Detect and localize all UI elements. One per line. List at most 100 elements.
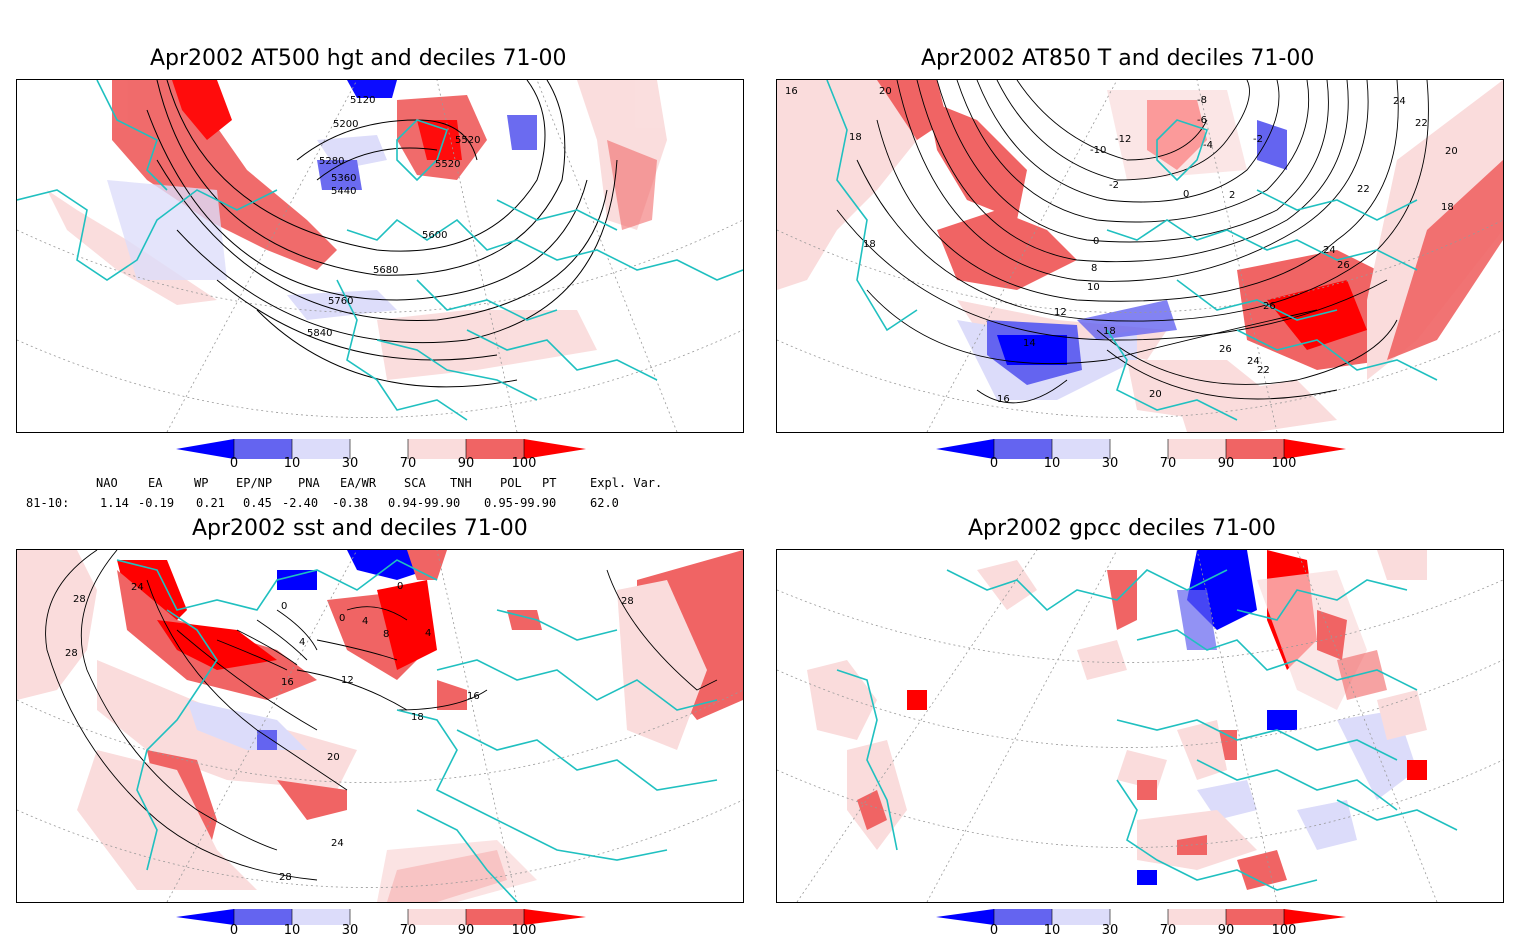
contour-label: 5360	[331, 173, 356, 184]
contour-label: 26	[1337, 260, 1350, 271]
contour-label: 8	[383, 629, 389, 640]
colorbar-tick: 0	[989, 456, 999, 471]
index-header: EA	[148, 476, 163, 490]
contour-label: 5200	[333, 119, 358, 130]
contour-label: 0	[397, 581, 403, 592]
colorbar-segment	[1110, 439, 1168, 459]
contour-label: 5520	[455, 135, 480, 146]
contour-label: 4	[299, 637, 305, 648]
index-row-label: 81-10:	[26, 496, 70, 510]
decile-shading	[47, 80, 667, 380]
contour-label: 28	[65, 648, 78, 659]
contour-label: 20	[1445, 146, 1458, 157]
colorbar-segment	[1168, 909, 1226, 925]
colorbar-tick: 30	[341, 456, 359, 471]
colorbar-tick: 70	[1159, 923, 1177, 938]
colorbar-tick: 70	[399, 923, 417, 938]
contour-label: 5680	[373, 265, 398, 276]
contour-label: 24	[331, 838, 344, 849]
map-at500-hgt: 5120 5200 5280 5360 5440 5520 5520 5600 …	[16, 79, 744, 433]
colorbar-segment	[936, 439, 994, 459]
colorbar-top-right: 0 10 30 70 90 100	[936, 439, 1346, 479]
contour-label: -2	[1253, 134, 1263, 145]
contour-label: 16	[997, 394, 1010, 405]
colorbar-segment	[408, 439, 466, 459]
contour-label: 5120	[350, 95, 375, 106]
contour-label: 28	[621, 596, 634, 607]
contour-label: 28	[73, 594, 86, 605]
colorbar-tick: 90	[457, 923, 475, 938]
contour-label: 24	[1393, 96, 1406, 107]
colorbar-bottom-left: 0 10 30 70 90 100	[176, 909, 586, 939]
colorbar-tick: 90	[1217, 456, 1235, 471]
colorbar-tick: 0	[229, 923, 239, 938]
colorbar-segment	[234, 439, 292, 459]
contour-label: 4	[425, 628, 431, 639]
colorbar-segment	[1052, 439, 1110, 459]
index-value: -0.19	[138, 496, 175, 510]
colorbar-segment	[350, 439, 408, 459]
colorbar-segment	[408, 909, 466, 925]
index-header: PNA	[298, 476, 320, 490]
contour-label: 16	[785, 86, 798, 97]
colorbar-tick: 100	[511, 923, 537, 938]
contour-label: 22	[1357, 184, 1370, 195]
contour-label: 12	[1054, 307, 1067, 318]
contour-label: 24	[1247, 356, 1260, 367]
contour-label: -12	[1115, 134, 1131, 145]
colorbar-segment	[1110, 909, 1168, 925]
colorbar-tick: 10	[283, 923, 301, 938]
temperature-contours	[836, 80, 1429, 404]
colorbar-segment	[350, 909, 408, 925]
contour-label: 12	[341, 675, 354, 686]
colorbar-tick: 30	[1101, 923, 1119, 938]
colorbar-tick: 70	[1159, 456, 1177, 471]
contour-label: 24	[1323, 245, 1336, 256]
graticule	[777, 550, 1503, 902]
colorbar-segment	[994, 439, 1052, 459]
contour-label: 18	[1441, 202, 1454, 213]
contour-label: 26	[1263, 301, 1276, 312]
colorbar-tick: 100	[1271, 923, 1297, 938]
contour-label: 18	[849, 132, 862, 143]
contour-label: 5840	[307, 328, 332, 339]
contour-label: 22	[1257, 365, 1270, 376]
contour-label: -6	[1197, 115, 1207, 126]
contour-labels: 16 20 18 18 -12 -10 -8 -6 -4 -2 -2 0 2 2…	[785, 86, 1458, 405]
map-sst: 28 28 24 0 0 4 8 4 4 12 16 16 18 20 24 2…	[16, 549, 744, 903]
contour-label: 22	[1415, 118, 1428, 129]
contour-label: 16	[467, 691, 480, 702]
index-header: SCA	[404, 476, 426, 490]
coastlines	[17, 80, 743, 421]
colorbar-segment	[1284, 439, 1346, 459]
index-value: 0.21	[196, 496, 225, 510]
panel-title-sst: Apr2002 sst and deciles 71-00	[192, 516, 528, 541]
colorbar-bottom-right: 0 10 30 70 90 100	[936, 909, 1346, 939]
contour-label: 2	[1229, 190, 1235, 201]
colorbar-tick: 0	[229, 456, 239, 471]
graticule	[777, 80, 1503, 432]
index-header: TNH	[450, 476, 472, 490]
panel-title-gpcc: Apr2002 gpcc deciles 71-00	[968, 516, 1276, 541]
contour-label: 26	[1219, 344, 1232, 355]
colorbar-tick: 10	[283, 456, 301, 471]
index-header: PT	[542, 476, 557, 490]
colorbar-segment	[292, 439, 350, 459]
colorbar-tick: 30	[1101, 456, 1119, 471]
colorbar-segment	[234, 909, 292, 925]
colorbar-segment	[292, 909, 350, 925]
contour-label: 18	[1103, 326, 1116, 337]
index-value: 0.94-99.90	[388, 496, 461, 510]
colorbar-top-left: 0 10 30 70 90 100	[176, 439, 586, 479]
graticule	[17, 550, 743, 902]
contour-label: 0	[1183, 189, 1189, 200]
index-header: EP/NP	[236, 476, 273, 490]
contour-label: 5760	[328, 296, 353, 307]
index-header: EA/WR	[340, 476, 377, 490]
colorbar-segment	[1226, 909, 1284, 925]
colorbar-tick: 70	[399, 456, 417, 471]
contour-label: 18	[411, 712, 424, 723]
contour-label: 28	[279, 872, 292, 883]
colorbar-tick: 90	[1217, 923, 1235, 938]
index-value: 0.95-99.90	[484, 496, 557, 510]
